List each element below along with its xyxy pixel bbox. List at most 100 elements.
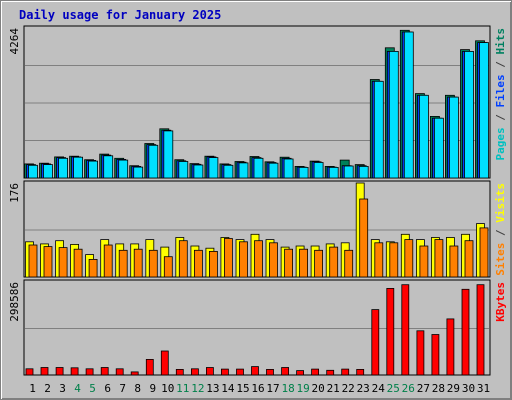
bar-pages-day-19 [298,166,309,179]
bar-kbytes-day-1 [25,368,34,376]
x-tick-label: 5 [89,382,96,395]
x-tick-label: 18 [281,382,294,395]
bar-kbytes-day-7 [115,368,124,376]
plot-area [23,279,491,376]
bar-pages-day-14 [223,164,234,179]
bar-pages-day-11 [178,161,189,179]
bar-sites-day-10 [163,256,173,278]
bar-sites-day-27 [419,245,429,278]
legend-entry: KBytes [494,282,507,322]
bar-sites-day-17 [269,242,278,278]
bar-pages-day-16 [253,157,264,179]
x-tick-label: 7 [119,382,126,395]
x-tick-label: 3 [59,382,66,395]
bar-sites-day-15 [239,241,248,278]
bar-kbytes-day-31 [476,284,485,376]
bar-pages-day-26 [403,31,414,179]
bar-sites-day-14 [223,238,233,278]
legend-separator: / [494,55,507,75]
bar-sites-day-20 [314,249,324,278]
x-axis-tick-labels: 1 2 3 4 5 6 7 8 9 10 11 12 13 14 15 16 17 18 19 20 21 22 23 24 2… [29,382,490,395]
legend-separator: / [494,223,507,243]
bar-pages-day-31 [479,42,489,179]
bar-sites-day-1 [28,244,38,278]
bar-kbytes-day-4 [70,367,79,376]
legend-entry: Files [494,74,507,107]
bar-kbytes-day-25 [386,287,395,376]
bar-sites-day-18 [284,248,294,278]
bar-pages-day-10 [163,130,174,179]
bar-kbytes-day-11 [175,368,184,376]
bar-pages-day-4 [73,156,83,179]
bar-kbytes-day-10 [160,350,169,376]
legend-entry: Hits [494,28,507,55]
bar-sites-day-23 [359,198,369,278]
bar-kbytes-day-20 [311,368,320,376]
x-tick-label: 13 [206,382,219,395]
bar-sites-day-21 [329,246,339,278]
x-tick-label: 15 [236,382,249,395]
bar-sites-day-31 [479,227,489,278]
series-kbytes [25,284,485,376]
bar-pages-day-15 [238,162,249,179]
x-tick-label: 12 [191,382,204,395]
bar-pages-day-30 [464,51,474,179]
bar-pages-day-6 [103,155,114,179]
bar-kbytes-day-30 [461,288,470,376]
bar-sites-day-9 [148,249,158,278]
bar-kbytes-day-22 [341,368,350,376]
bar-pages-day-3 [58,157,68,179]
bar-pages-day-1 [28,164,38,179]
bar-kbytes-day-8 [130,371,139,376]
bar-sites-day-6 [103,244,113,278]
x-tick-label: 4 [74,382,81,395]
bar-pages-day-28 [433,117,444,179]
bar-pages-day-27 [418,94,429,179]
legend-kbytes: KBytes [494,282,507,322]
bar-pages-day-7 [118,159,129,179]
bar-kbytes-day-9 [145,358,154,376]
legend-entry: Pages [494,127,507,160]
x-tick-label: 31 [477,382,490,395]
bar-pages-day-2 [43,164,53,179]
legend-entry: Visits [494,183,507,223]
bar-kbytes-day-17 [266,368,274,376]
bar-sites-day-26 [404,239,414,278]
bar-pages-day-29 [448,96,459,179]
bar-kbytes-day-18 [281,367,290,376]
bar-kbytes-day-6 [100,367,109,376]
bar-pages-day-5 [88,160,98,179]
x-tick-label: 10 [161,382,174,395]
bar-sites-day-3 [58,247,68,278]
series-pages [28,31,489,179]
series-sites [28,198,489,278]
x-tick-label: 1 [29,382,36,395]
y-max-label: 298586 [8,282,21,322]
x-tick-label: 14 [221,382,235,395]
bar-sites-day-22 [344,249,354,278]
x-tick-label: 11 [176,382,189,395]
bar-pages-day-22 [343,165,354,179]
bar-sites-day-25 [389,242,399,278]
bar-kbytes-day-14 [220,368,229,376]
bar-kbytes-day-13 [205,367,214,376]
bar-sites-day-4 [73,248,83,278]
bar-sites-day-28 [434,239,444,278]
x-tick-label: 21 [327,382,340,395]
chart-panels: 4264 Pages / Files / Hits 176 Sites / Visit… [8,25,507,376]
bar-kbytes-day-27 [416,330,425,376]
y-max-label: 4264 [8,28,21,55]
bar-kbytes-day-26 [401,284,410,376]
legend-hits-files-pages: Pages / Files / Hits [494,28,507,161]
bar-sites-day-12 [193,249,203,278]
y-max-label: 176 [8,183,21,203]
bar-pages-day-25 [388,51,399,179]
bar-kbytes-day-2 [40,367,49,376]
bar-sites-day-16 [254,240,263,278]
bar-sites-day-30 [464,240,474,278]
bar-sites-day-8 [133,248,143,278]
x-tick-label: 17 [266,382,279,395]
bar-sites-day-24 [374,242,384,278]
x-tick-label: 20 [311,382,324,395]
